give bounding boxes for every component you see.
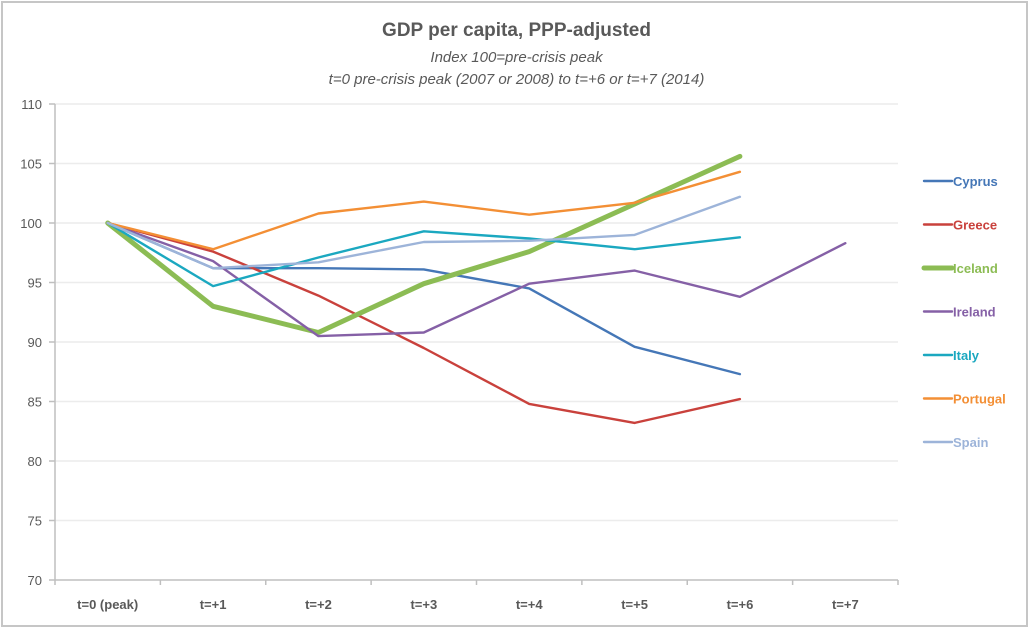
y-tick-label: 105: [20, 157, 42, 172]
x-tick-label: t=+3: [410, 597, 437, 612]
y-tick-label: 95: [28, 276, 42, 291]
series-lines: [105, 153, 847, 425]
legend-label-ireland: Ireland: [953, 305, 996, 320]
legend-label-cyprus: Cyprus: [953, 174, 998, 189]
chart-subtitle-2: t=0 pre-crisis peak (2007 or 2008) to t=…: [328, 71, 705, 88]
x-tick-label: t=+2: [305, 597, 332, 612]
chart-title: GDP per capita, PPP-adjusted: [382, 20, 651, 41]
gridlines: [55, 103, 898, 522]
series-line-greece: [106, 221, 742, 425]
y-tick-label: 85: [28, 395, 42, 410]
y-tick-label: 70: [28, 573, 42, 588]
y-tick-label: 75: [28, 514, 42, 529]
y-tick-label: 100: [20, 216, 42, 231]
x-tick-label: t=+6: [727, 597, 754, 612]
x-tick-label: t=+4: [516, 597, 544, 612]
legend: Cyprus Greece Iceland Ireland Italy Portugal S…: [921, 174, 1006, 450]
y-tick-label: 110: [21, 97, 42, 112]
x-tick-label: t=+7: [832, 597, 859, 612]
axes: [49, 103, 899, 585]
x-tick-label: t=0 (peak): [77, 597, 138, 612]
chart-subtitle-1: Index 100=pre-crisis peak: [430, 49, 603, 66]
series-line-portugal: [106, 170, 742, 251]
x-tick-label: t=+1: [200, 597, 227, 612]
series-line-ireland: [106, 221, 847, 338]
legend-label-italy: Italy: [953, 348, 980, 363]
series-line-spain: [106, 195, 742, 270]
legend-label-iceland: Iceland: [953, 261, 998, 276]
legend-label-greece: Greece: [953, 218, 997, 233]
series-line-italy: [106, 221, 742, 288]
y-tick-label: 90: [28, 335, 42, 350]
y-tick-label: 80: [28, 454, 42, 469]
series-line-iceland: [105, 153, 743, 335]
x-tick-label: t=+5: [621, 597, 648, 612]
legend-label-spain: Spain: [953, 435, 988, 450]
legend-label-portugal: Portugal: [953, 392, 1006, 407]
x-axis-ticks: t=0 (peak) t=+1 t=+2 t=+3 t=+4 t=+5 t=+6 t=+7: [77, 597, 859, 612]
y-axis-ticks: 70 75 80 85 90 95 100 105 110: [20, 97, 42, 588]
